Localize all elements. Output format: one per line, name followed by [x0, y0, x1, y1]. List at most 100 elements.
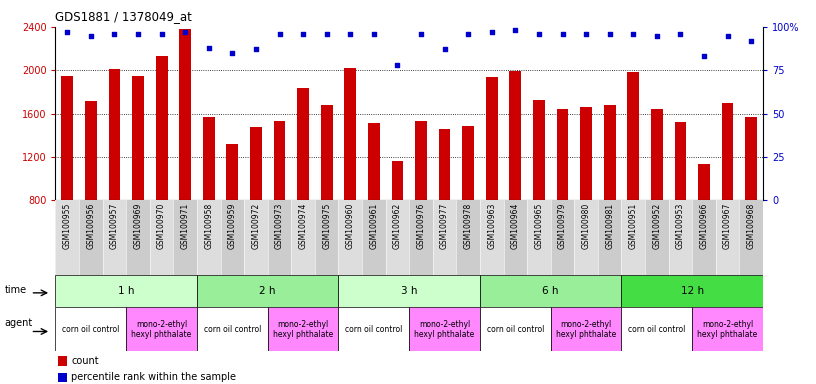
Bar	[55, 200, 79, 275]
Bar	[651, 109, 663, 200]
Bar	[480, 200, 503, 275]
Point	[745, 38, 758, 44]
Text: GSM100965: GSM100965	[534, 203, 543, 249]
Bar	[291, 200, 315, 275]
Bar	[551, 307, 622, 351]
Text: mono-2-ethyl
hexyl phthalate: mono-2-ethyl hexyl phthalate	[131, 319, 192, 339]
Bar	[339, 200, 362, 275]
Point	[155, 31, 168, 37]
Bar	[315, 200, 339, 275]
Bar	[692, 200, 716, 275]
Text: corn oil control: corn oil control	[628, 325, 685, 334]
Bar	[480, 275, 622, 307]
Text: GSM100973: GSM100973	[275, 203, 284, 249]
Text: GSM100957: GSM100957	[110, 203, 119, 249]
Point	[273, 31, 286, 37]
Text: percentile rank within the sample: percentile rank within the sample	[71, 372, 236, 382]
Bar	[739, 200, 763, 275]
Text: GSM100955: GSM100955	[63, 203, 72, 249]
Text: mono-2-ethyl
hexyl phthalate: mono-2-ethyl hexyl phthalate	[273, 319, 333, 339]
Text: GSM100977: GSM100977	[440, 203, 449, 249]
Text: GSM100967: GSM100967	[723, 203, 732, 249]
Text: 12 h: 12 h	[681, 286, 703, 296]
Bar	[716, 200, 739, 275]
Bar	[250, 127, 262, 200]
Text: GSM100952: GSM100952	[652, 203, 661, 249]
Text: mono-2-ethyl
hexyl phthalate: mono-2-ethyl hexyl phthalate	[698, 319, 758, 339]
Text: GSM100976: GSM100976	[416, 203, 425, 249]
Point	[532, 31, 545, 37]
Bar	[551, 200, 574, 275]
Bar	[533, 99, 545, 200]
Text: agent: agent	[4, 318, 33, 328]
Bar	[432, 200, 456, 275]
Point	[391, 62, 404, 68]
Bar	[439, 129, 450, 200]
Bar	[79, 200, 103, 275]
Text: GSM100960: GSM100960	[346, 203, 355, 249]
Bar	[386, 200, 409, 275]
Text: GSM100962: GSM100962	[393, 203, 402, 249]
Bar	[55, 275, 197, 307]
Bar	[297, 88, 309, 200]
Bar	[668, 200, 692, 275]
Bar	[58, 356, 67, 366]
Text: GSM100970: GSM100970	[157, 203, 166, 249]
Text: GSM100979: GSM100979	[558, 203, 567, 249]
Text: GSM100963: GSM100963	[487, 203, 496, 249]
Bar	[132, 76, 144, 200]
Bar	[103, 200, 126, 275]
Text: GSM100953: GSM100953	[676, 203, 685, 249]
Point	[462, 31, 475, 37]
Bar	[486, 77, 498, 200]
Bar	[58, 372, 67, 382]
Text: GSM100969: GSM100969	[134, 203, 143, 249]
Bar	[456, 200, 480, 275]
Bar	[197, 307, 268, 351]
Text: GSM100951: GSM100951	[629, 203, 638, 249]
Text: corn oil control: corn oil control	[204, 325, 261, 334]
Text: GSM100981: GSM100981	[605, 203, 614, 249]
Bar	[227, 144, 238, 200]
Bar	[244, 200, 268, 275]
Text: GSM100972: GSM100972	[251, 203, 260, 249]
Bar	[344, 68, 356, 200]
Bar	[415, 121, 427, 200]
Point	[674, 31, 687, 37]
Text: time: time	[4, 285, 27, 295]
Bar	[721, 103, 734, 200]
Point	[721, 33, 734, 39]
Point	[415, 31, 428, 37]
Bar	[622, 307, 692, 351]
Point	[60, 29, 73, 35]
Text: mono-2-ethyl
hexyl phthalate: mono-2-ethyl hexyl phthalate	[556, 319, 616, 339]
Bar	[156, 56, 167, 200]
Bar	[173, 200, 197, 275]
Text: 3 h: 3 h	[401, 286, 418, 296]
Bar	[698, 164, 710, 200]
Bar	[339, 275, 480, 307]
Bar	[85, 101, 97, 200]
Bar	[203, 117, 215, 200]
Bar	[645, 200, 668, 275]
Text: GSM100956: GSM100956	[86, 203, 95, 249]
Text: mono-2-ethyl
hexyl phthalate: mono-2-ethyl hexyl phthalate	[415, 319, 475, 339]
Bar	[126, 200, 150, 275]
Bar	[480, 307, 551, 351]
Point	[650, 33, 663, 39]
Text: GSM100974: GSM100974	[299, 203, 308, 249]
Text: GSM100975: GSM100975	[322, 203, 331, 249]
Point	[486, 29, 499, 35]
Bar	[55, 307, 126, 351]
Point	[579, 31, 592, 37]
Point	[179, 29, 192, 35]
Point	[131, 31, 144, 37]
Bar	[604, 105, 615, 200]
Bar	[109, 69, 120, 200]
Bar	[368, 123, 379, 200]
Point	[108, 31, 121, 37]
Bar	[509, 71, 521, 200]
Point	[603, 31, 616, 37]
Bar	[503, 200, 527, 275]
Point	[202, 45, 215, 51]
